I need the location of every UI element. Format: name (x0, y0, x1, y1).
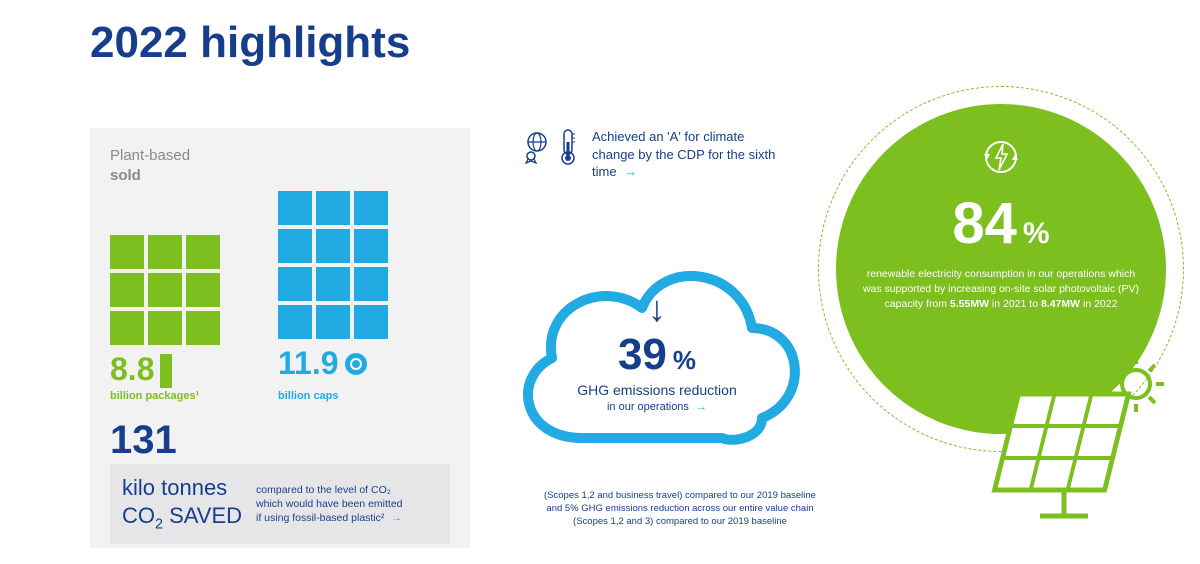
cdp-row: Achieved an 'A' for climate change by th… (520, 128, 782, 181)
stacks-row: 8.8 billion packages¹ 11.9 billion caps (110, 191, 450, 402)
arrow-icon[interactable]: → (388, 512, 401, 524)
renewable-pct: % (1023, 217, 1050, 250)
packages-stack: 8.8 billion packages¹ (110, 235, 220, 402)
arrow-icon[interactable]: → (693, 401, 707, 413)
cdp-icons (520, 128, 578, 166)
packages-partial-bar (160, 354, 172, 388)
packages-unit: billion packages¹ (110, 390, 199, 402)
co2-line2-sub: 2 (155, 516, 163, 532)
ghg-line1: GHG emissions reduction (502, 382, 812, 398)
co2-lower: kilo tonnes CO2 SAVED compared to the le… (110, 464, 450, 544)
caps-stack: 11.9 billion caps (278, 191, 388, 402)
packages-grid (110, 235, 220, 345)
arrow-icon[interactable]: → (621, 164, 638, 179)
co2-line2-pre: CO (122, 503, 155, 528)
down-arrow-icon: ↓ (502, 288, 812, 330)
renewable-number: 84 (952, 195, 1017, 253)
cap-icon (345, 353, 367, 375)
cdp-text-content: Achieved an 'A' for climate change by th… (592, 129, 775, 179)
plant-based-label: Plant-based sold (110, 146, 450, 185)
co2-desc: compared to the level of CO₂ which would… (256, 483, 406, 526)
ghg-line2: in our operations → (502, 401, 812, 413)
plant-based-line2: sold (110, 166, 450, 186)
caps-value: 11.9 (278, 345, 339, 382)
ghg-number: 39 (618, 330, 667, 380)
co2-block: 131 kilo tonnes CO2 SAVED compared to th… (110, 420, 450, 544)
renewable-text: renewable electricity consumption in our… (862, 267, 1140, 313)
solar-panel-icon (986, 348, 1166, 528)
co2-line1: kilo tonnes (122, 475, 227, 500)
ghg-pct: % (673, 345, 696, 375)
ghg-line2-text: in our operations (607, 401, 689, 413)
ghg-cloud: ↓ 39% GHG emissions reduction in our ope… (502, 218, 812, 453)
packages-value: 8.8 (110, 351, 154, 388)
scope-footnote: (Scopes 1,2 and business travel) compare… (540, 490, 820, 528)
renewable-bold1: 5.55MW (950, 298, 989, 310)
renewable-text-post: in 2022 (1080, 298, 1117, 310)
cloud-content: ↓ 39% GHG emissions reduction in our ope… (502, 288, 812, 413)
thermometer-icon (558, 128, 578, 166)
co2-desc-text: compared to the level of CO₂ which would… (256, 484, 403, 524)
co2-number: 131 (110, 420, 450, 460)
bolt-cycle-icon (976, 132, 1026, 182)
renewable-bold2: 8.47MW (1041, 298, 1080, 310)
globe-award-icon (520, 130, 554, 164)
plant-based-line1: Plant-based (110, 147, 190, 164)
co2-line2-post: SAVED (163, 503, 242, 528)
caps-grid (278, 191, 388, 339)
plant-based-card: Plant-based sold 8.8 billion packages¹ (90, 128, 470, 548)
co2-big-text: kilo tonnes CO2 SAVED (122, 474, 242, 534)
caps-unit: billion caps (278, 390, 339, 402)
page-title: 2022 highlights (90, 18, 410, 68)
renewable-text-mid: in 2021 to (989, 298, 1041, 310)
cdp-text: Achieved an 'A' for climate change by th… (592, 128, 782, 181)
